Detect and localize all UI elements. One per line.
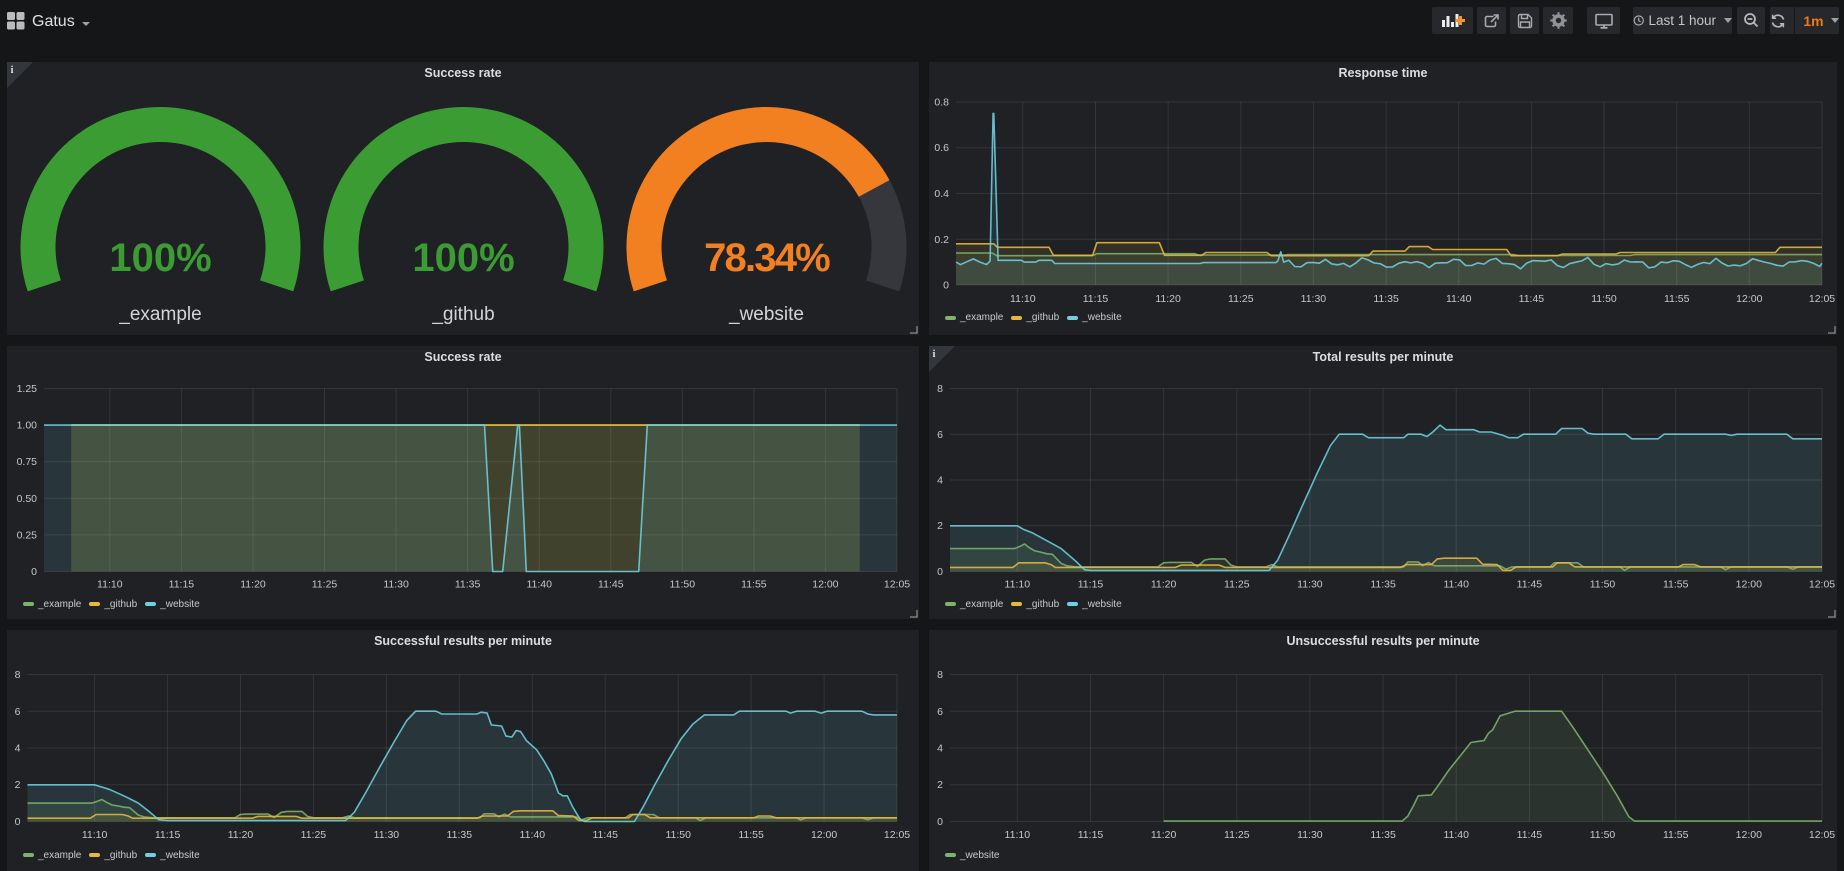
- svg-text:0.6: 0.6: [934, 142, 949, 154]
- svg-text:11:50: 11:50: [1591, 293, 1617, 305]
- svg-text:0: 0: [15, 816, 21, 828]
- svg-text:11:10: 11:10: [1005, 579, 1031, 591]
- svg-text:11:35: 11:35: [1373, 293, 1399, 305]
- svg-text:11:30: 11:30: [1297, 579, 1323, 591]
- svg-text:11:10: 11:10: [97, 579, 123, 591]
- svg-text:12:05: 12:05: [884, 579, 910, 591]
- svg-text:11:35: 11:35: [1370, 829, 1396, 841]
- svg-text:11:25: 11:25: [301, 829, 327, 841]
- svg-text:6: 6: [937, 706, 943, 718]
- svg-text:6: 6: [15, 706, 21, 718]
- svg-text:11:25: 11:25: [1224, 829, 1250, 841]
- svg-text:11:15: 11:15: [1083, 293, 1109, 305]
- svg-text:100%: 100%: [109, 236, 211, 280]
- svg-text:11:10: 11:10: [1010, 293, 1036, 305]
- svg-text:11:20: 11:20: [1151, 579, 1177, 591]
- svg-text:12:05: 12:05: [884, 829, 910, 841]
- svg-text:11:40: 11:40: [1446, 293, 1472, 305]
- svg-text:_example: _example: [118, 304, 201, 325]
- svg-text:11:50: 11:50: [1590, 829, 1616, 841]
- svg-text:11:15: 11:15: [169, 579, 195, 591]
- svg-text:11:30: 11:30: [1297, 829, 1323, 841]
- svg-text:11:10: 11:10: [1005, 829, 1031, 841]
- svg-text:11:45: 11:45: [1517, 829, 1543, 841]
- svg-text:8: 8: [15, 669, 21, 681]
- svg-text:11:15: 11:15: [1078, 829, 1104, 841]
- svg-text:11:40: 11:40: [520, 829, 546, 841]
- svg-text:11:55: 11:55: [1664, 293, 1690, 305]
- svg-text:0.2: 0.2: [934, 234, 949, 246]
- svg-text:11:20: 11:20: [240, 579, 266, 591]
- svg-text:11:20: 11:20: [228, 829, 254, 841]
- svg-text:12:00: 12:00: [1736, 293, 1762, 305]
- svg-text:0.8: 0.8: [934, 97, 949, 109]
- svg-text:11:20: 11:20: [1155, 293, 1181, 305]
- svg-text:11:45: 11:45: [1519, 293, 1545, 305]
- svg-text:0.75: 0.75: [17, 456, 38, 468]
- svg-text:8: 8: [937, 669, 943, 681]
- svg-text:11:35: 11:35: [1370, 579, 1396, 591]
- svg-text:11:35: 11:35: [455, 579, 481, 591]
- svg-text:11:25: 11:25: [312, 579, 338, 591]
- svg-text:12:05: 12:05: [1809, 579, 1835, 591]
- svg-text:2: 2: [937, 520, 943, 532]
- svg-text:_github: _github: [431, 304, 494, 325]
- svg-text:1.00: 1.00: [17, 420, 38, 432]
- svg-text:11:40: 11:40: [1443, 579, 1469, 591]
- svg-text:100%: 100%: [412, 236, 514, 280]
- svg-text:11:35: 11:35: [447, 829, 473, 841]
- svg-text:0: 0: [937, 816, 943, 828]
- svg-text:2: 2: [15, 779, 21, 791]
- svg-text:0.4: 0.4: [934, 188, 949, 200]
- svg-text:2: 2: [937, 779, 943, 791]
- svg-text:11:15: 11:15: [1078, 579, 1104, 591]
- svg-text:1.25: 1.25: [17, 383, 38, 395]
- svg-text:11:30: 11:30: [383, 579, 409, 591]
- svg-text:11:30: 11:30: [374, 829, 400, 841]
- svg-text:11:10: 11:10: [82, 829, 108, 841]
- svg-text:11:55: 11:55: [1663, 829, 1689, 841]
- svg-text:11:50: 11:50: [665, 829, 691, 841]
- svg-text:11:55: 11:55: [741, 579, 767, 591]
- svg-text:8: 8: [937, 383, 943, 395]
- svg-text:11:25: 11:25: [1228, 293, 1254, 305]
- svg-text:i: i: [11, 65, 14, 76]
- svg-text:11:20: 11:20: [1151, 829, 1177, 841]
- svg-text:4: 4: [937, 743, 943, 755]
- svg-text:12:00: 12:00: [1736, 579, 1762, 591]
- svg-text:12:05: 12:05: [1809, 293, 1835, 305]
- svg-text:4: 4: [937, 475, 943, 487]
- svg-text:0.25: 0.25: [17, 529, 38, 541]
- svg-text:11:45: 11:45: [592, 829, 618, 841]
- svg-text:0: 0: [937, 566, 943, 578]
- svg-text:6: 6: [937, 429, 943, 441]
- svg-text:11:45: 11:45: [598, 579, 624, 591]
- svg-text:11:25: 11:25: [1224, 579, 1250, 591]
- svg-text:0: 0: [31, 566, 37, 578]
- svg-text:11:50: 11:50: [1590, 579, 1616, 591]
- svg-text:11:40: 11:40: [1443, 829, 1469, 841]
- svg-text:11:50: 11:50: [670, 579, 696, 591]
- svg-text:12:00: 12:00: [1736, 829, 1762, 841]
- svg-text:0: 0: [943, 280, 949, 292]
- svg-text:11:40: 11:40: [526, 579, 552, 591]
- svg-text:12:00: 12:00: [812, 579, 838, 591]
- svg-text:i: i: [933, 349, 936, 360]
- svg-text:12:00: 12:00: [811, 829, 837, 841]
- svg-text:12:05: 12:05: [1809, 829, 1835, 841]
- svg-text:11:30: 11:30: [1301, 293, 1327, 305]
- svg-text:4: 4: [15, 743, 21, 755]
- svg-text:11:55: 11:55: [738, 829, 764, 841]
- svg-text:11:55: 11:55: [1663, 579, 1689, 591]
- svg-text:0.50: 0.50: [17, 493, 38, 505]
- svg-text:78.34%: 78.34%: [704, 236, 830, 280]
- svg-text:_website: _website: [728, 304, 804, 325]
- svg-text:11:45: 11:45: [1517, 579, 1543, 591]
- svg-text:11:15: 11:15: [155, 829, 181, 841]
